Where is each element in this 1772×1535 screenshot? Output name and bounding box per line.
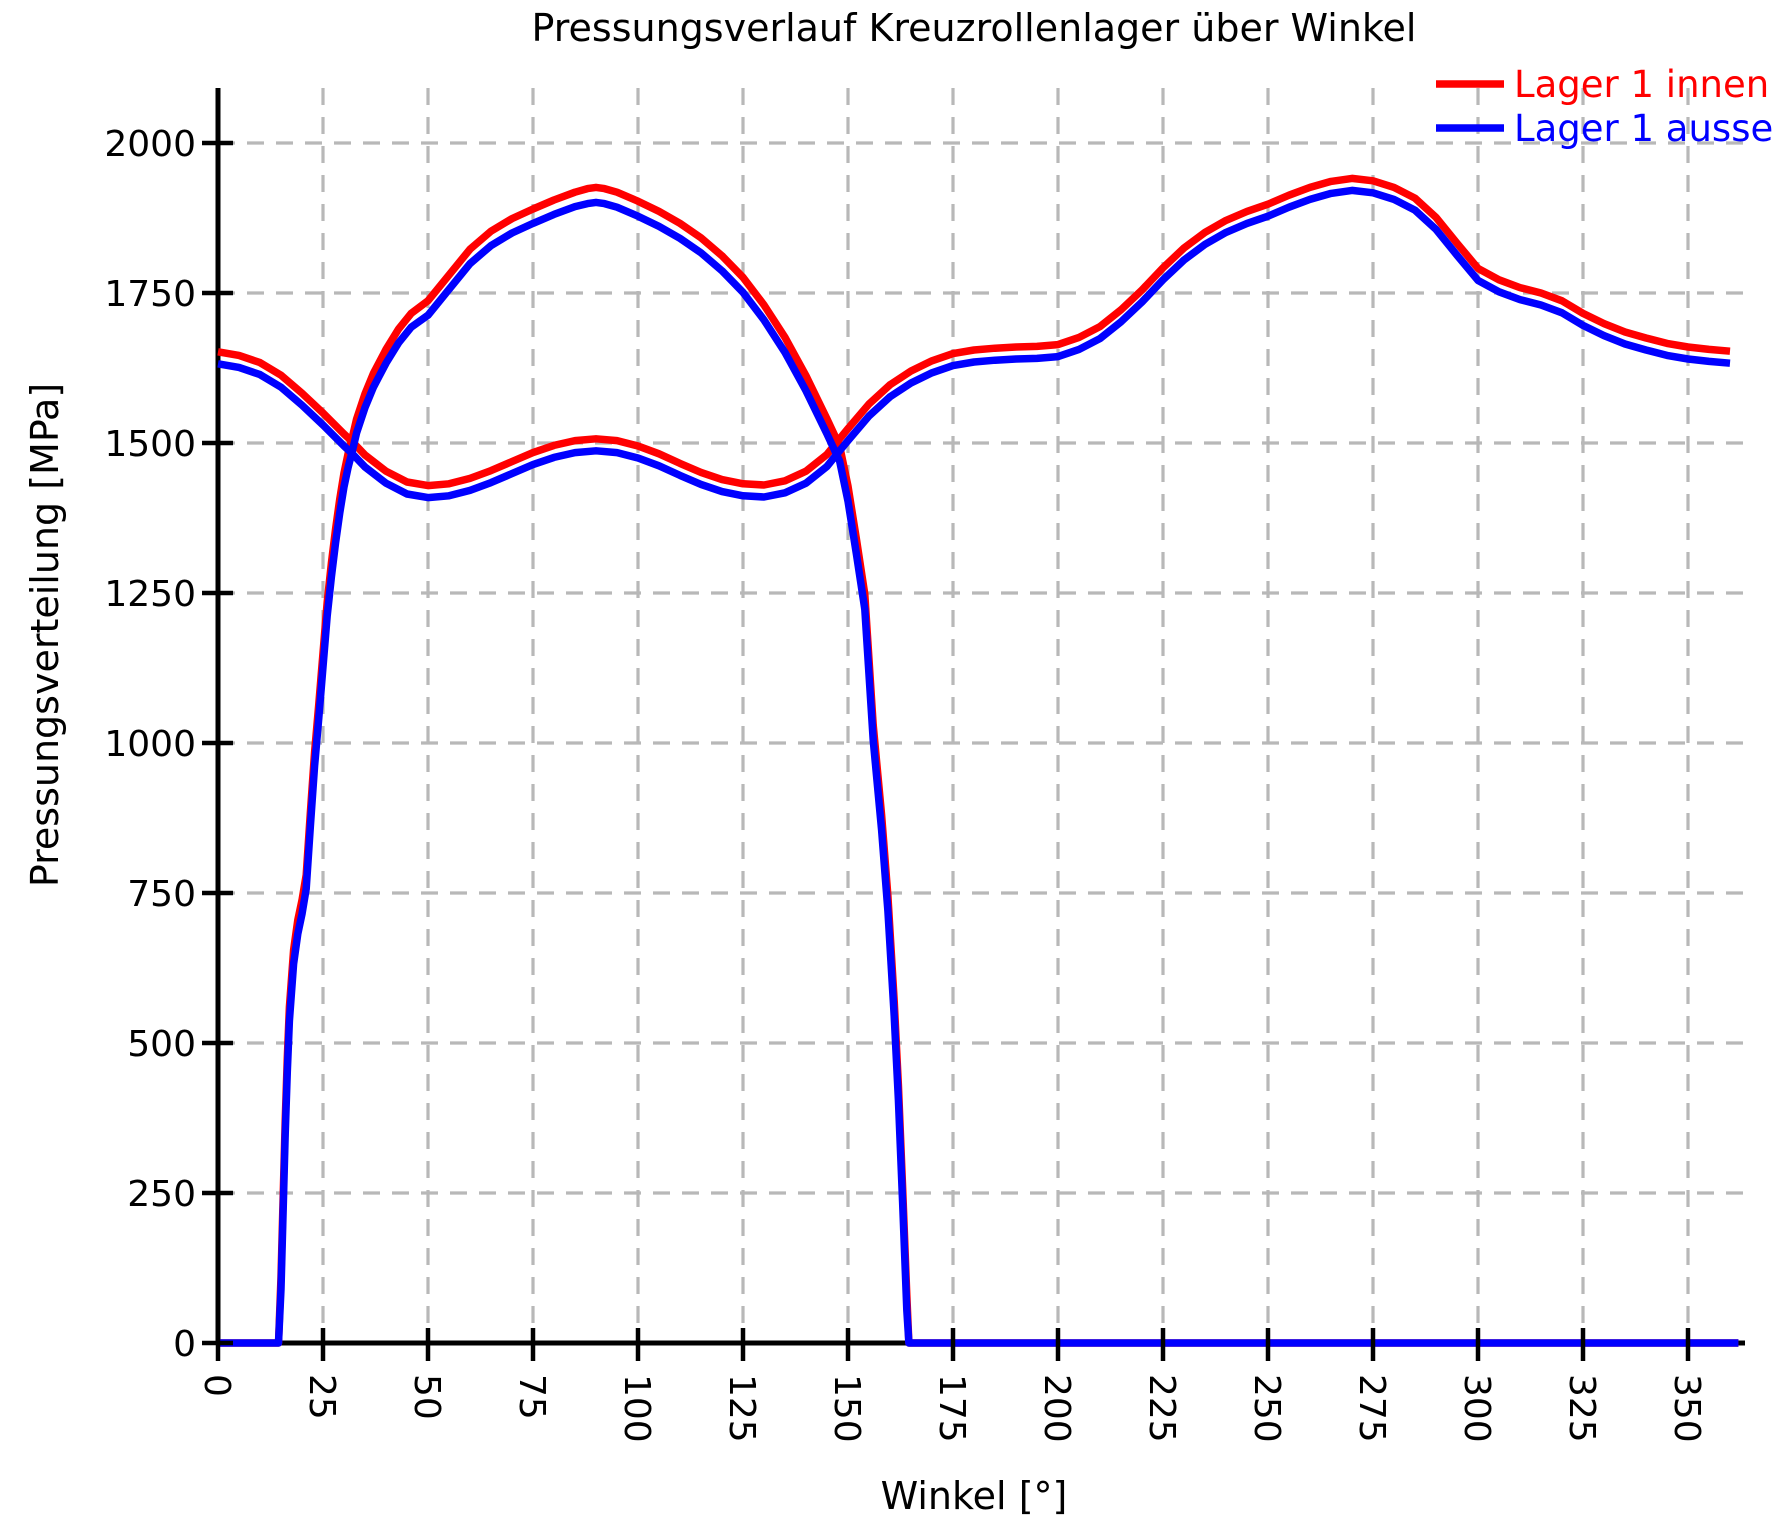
x-tick-label: 50 (406, 1374, 447, 1420)
y-tick-label: 0 (173, 1324, 196, 1365)
x-tick-label: 350 (1666, 1374, 1707, 1443)
x-tick-label: 300 (1456, 1374, 1497, 1443)
x-tick-label: 175 (931, 1374, 972, 1443)
x-tick-label: 75 (511, 1374, 552, 1420)
x-tick-label: 325 (1561, 1374, 1602, 1443)
x-tick-label: 200 (1036, 1374, 1077, 1443)
series-line-lager-1-aussen-arch (218, 198, 1739, 1347)
x-tick-label: 0 (196, 1374, 237, 1397)
x-tick-label: 250 (1246, 1374, 1287, 1443)
y-tick-label: 1500 (104, 424, 196, 465)
y-tick-label: 1000 (104, 724, 196, 765)
y-tick-label: 2000 (104, 124, 196, 165)
x-tick-label: 25 (301, 1374, 342, 1420)
y-tick-label: 250 (127, 1174, 196, 1215)
y-tick-label: 500 (127, 1024, 196, 1065)
series-line-lager-1-aussen-wave (217, 186, 1731, 502)
x-axis-title: Winkel [°] (880, 1474, 1068, 1518)
y-tick-label: 750 (127, 874, 196, 915)
legend-label-innen: Lager 1 innen (1514, 63, 1769, 106)
x-tick-label: 150 (826, 1374, 867, 1443)
legend-label-aussen: Lager 1 aussen (1514, 107, 1772, 150)
x-tick-label: 125 (721, 1374, 762, 1443)
x-tick-label: 275 (1351, 1374, 1392, 1443)
y-tick-label: 1750 (104, 274, 196, 315)
chart-title: Pressungsverlauf Kreuzrollenlager über W… (531, 6, 1417, 50)
x-tick-label: 100 (616, 1374, 657, 1443)
y-tick-label: 1250 (104, 574, 196, 615)
x-tick-label: 225 (1141, 1374, 1182, 1443)
series-line-lager-1-innen-wave (217, 174, 1731, 490)
